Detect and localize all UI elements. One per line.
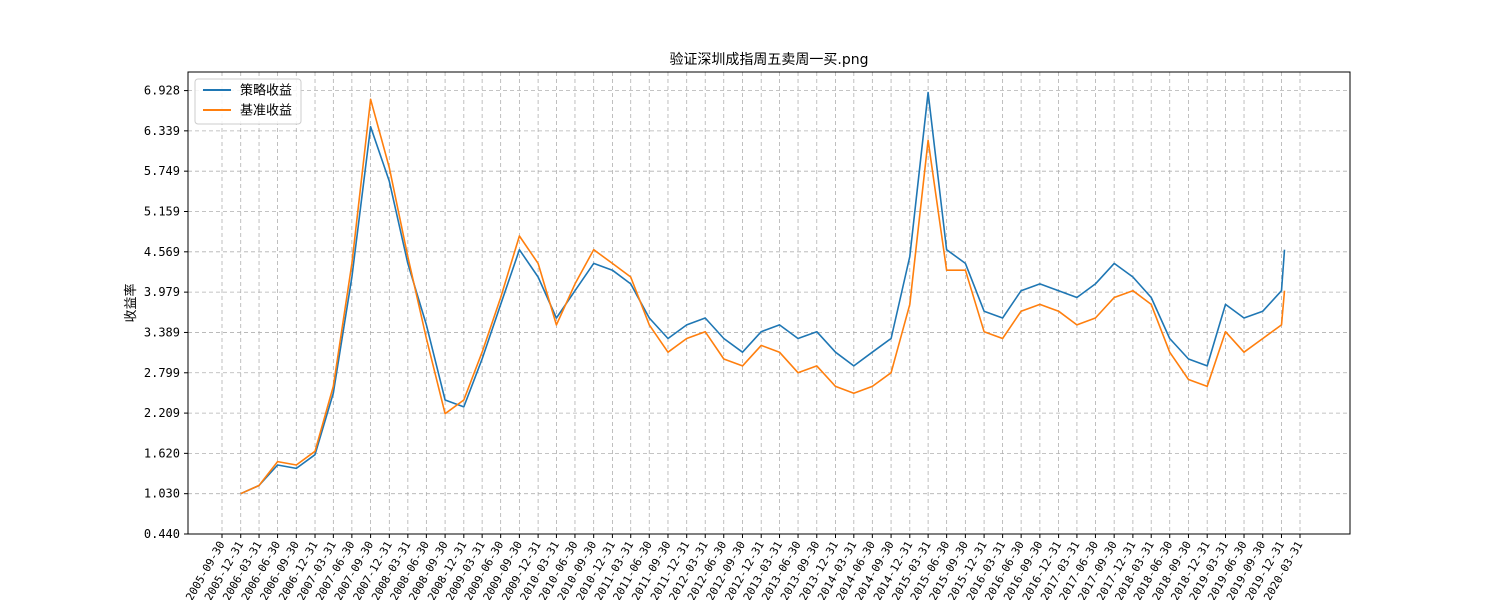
y-tick-label: 6.339 bbox=[144, 124, 180, 138]
y-tick-label: 6.928 bbox=[144, 84, 180, 98]
series-line-benchmark bbox=[240, 98, 1286, 495]
y-tick-label: 1.620 bbox=[144, 446, 180, 460]
y-tick-label: 2.209 bbox=[144, 406, 180, 420]
legend-label-benchmark: 基准收益 bbox=[240, 104, 292, 119]
y-tick-label: 4.569 bbox=[144, 245, 180, 259]
y-axis-label: 收益率 bbox=[123, 283, 139, 322]
y-tick-label: 5.159 bbox=[144, 204, 180, 218]
y-tick-label: 3.389 bbox=[144, 325, 180, 339]
y-tick-label: 0.440 bbox=[144, 527, 180, 541]
y-tick-label: 5.749 bbox=[144, 164, 180, 178]
series-layer bbox=[240, 91, 1286, 495]
y-axis: 0.440 1.030 1.620 2.209 2.799 3.389 3.979 4.569… bbox=[144, 84, 188, 541]
chart-title: 验证深圳成指周五卖周一买.png bbox=[669, 52, 868, 68]
grid bbox=[188, 72, 1350, 535]
plot-area bbox=[187, 71, 1351, 535]
y-tick-label: 3.979 bbox=[144, 285, 180, 299]
legend: 策略收益 基准收益 bbox=[194, 78, 302, 125]
y-tick-label: 2.799 bbox=[144, 366, 180, 380]
legend-label-strategy: 策略收益 bbox=[240, 83, 292, 99]
y-tick-label: 1.030 bbox=[144, 487, 180, 501]
